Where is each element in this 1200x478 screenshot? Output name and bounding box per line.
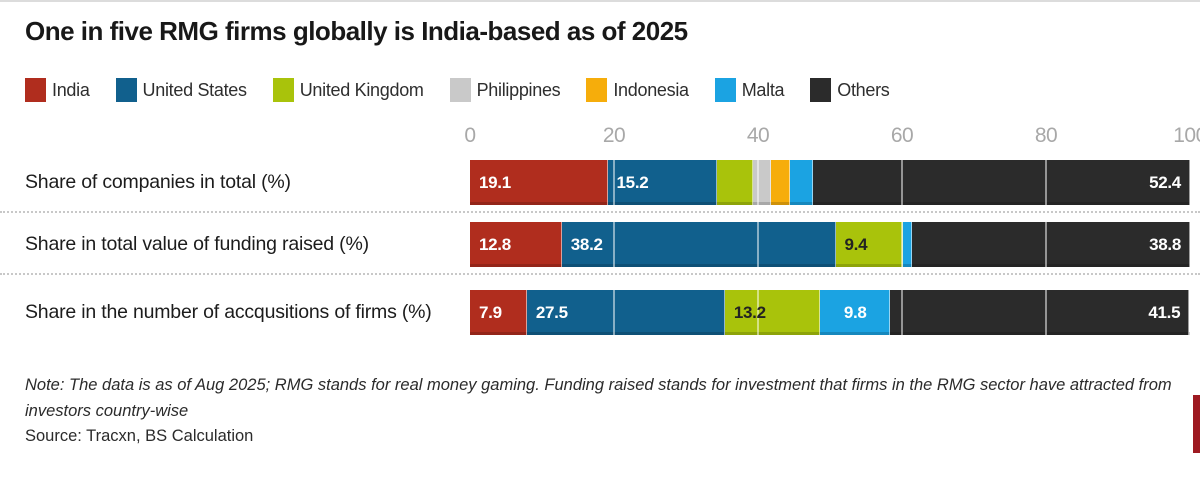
legend-label: Philippines <box>476 79 561 100</box>
legend-item: Philippines <box>449 78 561 102</box>
gridline <box>757 160 759 205</box>
legend-swatch-icon <box>714 78 736 102</box>
segment-value-label: 19.1 <box>479 172 511 192</box>
x-axis-tick: 40 <box>746 124 770 147</box>
gridline <box>901 160 903 205</box>
x-axis: 0 20 40 60 80 100 <box>464 124 1200 150</box>
bar-segment-others: 38.8 <box>911 222 1190 267</box>
gridline <box>757 222 759 267</box>
row-separator <box>0 273 1200 275</box>
segment-value-label: 15.2 <box>616 172 649 192</box>
bar-segment-united-kingdom: 9.4 <box>835 222 903 267</box>
bar-segment-malta: 9.8 <box>819 290 891 335</box>
source-text: Source: Tracxn, BS Calculation <box>25 427 254 445</box>
bar-row: 19.1 15.2 52.4 <box>470 160 1190 205</box>
bar-segment-others: 52.4 <box>812 160 1190 205</box>
row-separator <box>0 211 1200 213</box>
legend-item: United States <box>115 78 247 102</box>
bar-segment-others: 41.5 <box>890 290 1190 335</box>
chart-title: One in five RMG firms globally is India-… <box>25 16 688 46</box>
gridline <box>757 290 759 335</box>
legend-swatch-icon <box>586 78 608 102</box>
bar-segment-philippines <box>752 160 771 205</box>
legend-item: Malta <box>714 78 785 102</box>
bar-segment-united-states: 27.5 <box>526 290 725 335</box>
legend-item: Others <box>810 78 890 102</box>
legend-swatch-icon <box>449 78 471 102</box>
legend-label: Malta <box>741 79 785 100</box>
bar-segment-india: 12.8 <box>470 222 562 267</box>
legend: India United States United Kingdom Philippi… <box>25 78 890 102</box>
legend-label: Others <box>837 79 890 100</box>
x-axis-tick: 80 <box>1034 124 1058 147</box>
row-label: Share of companies in total (%) <box>25 170 291 193</box>
bar-row: 12.8 38.2 9.4 38.8 <box>470 222 1190 267</box>
footnote: Note: The data is as of Aug 2025; RMG st… <box>25 376 1172 420</box>
segment-value-label: 9.8 <box>843 302 867 322</box>
legend-item: India <box>25 78 90 102</box>
row-label: Share in the number of accqusitions of f… <box>25 300 432 323</box>
gridline <box>613 290 615 335</box>
bar-segment-india: 7.9 <box>470 290 527 335</box>
segment-value-label: 41.5 <box>1148 302 1181 322</box>
legend-swatch-icon <box>25 78 46 102</box>
bar-segment-malta <box>790 160 813 205</box>
legend-label: United States <box>142 79 247 100</box>
bar-segment-united-states: 38.2 <box>561 222 836 267</box>
bar-row: 7.9 27.5 13.2 9.8 41.5 <box>470 290 1190 335</box>
x-axis-tick: 100 <box>1173 124 1200 147</box>
segment-value-label: 27.5 <box>535 302 568 322</box>
legend-item: United Kingdom <box>272 78 424 102</box>
bar-segment-united-states: 15.2 <box>607 160 717 205</box>
segment-value-label: 12.8 <box>479 234 511 254</box>
gridline <box>1045 160 1047 205</box>
legend-swatch-icon <box>810 78 832 102</box>
legend-swatch-icon <box>272 78 294 102</box>
segment-value-label: 52.4 <box>1149 172 1181 192</box>
gridline <box>901 222 903 267</box>
legend-label: India <box>52 79 90 100</box>
gridline <box>1045 290 1047 335</box>
bar-segment-united-kingdom: 13.2 <box>724 290 820 335</box>
gridline <box>901 290 903 335</box>
segment-value-label: 38.8 <box>1149 234 1181 254</box>
x-axis-tick: 0 <box>464 124 476 147</box>
legend-label: Indonesia <box>613 79 689 100</box>
row-label: Share in total value of funding raised (… <box>25 232 369 255</box>
gridline <box>613 160 615 205</box>
gridline <box>1045 222 1047 267</box>
legend-item: Indonesia <box>586 78 689 102</box>
segment-value-label: 9.4 <box>844 234 868 254</box>
scrollbar-thumb[interactable] <box>1193 395 1200 453</box>
segment-value-label: 38.2 <box>570 234 603 254</box>
x-axis-tick: 60 <box>890 124 914 147</box>
segment-value-label: 7.9 <box>479 302 502 322</box>
bar-segment-united-kingdom <box>716 160 753 205</box>
bar-segment-malta <box>902 222 912 267</box>
bar-segment-india: 19.1 <box>470 160 608 205</box>
bar-segment-indonesia <box>770 160 791 205</box>
legend-swatch-icon <box>115 78 137 102</box>
segment-value-label: 13.2 <box>733 302 766 322</box>
legend-label: United Kingdom <box>299 79 424 100</box>
gridline <box>613 222 615 267</box>
x-axis-tick: 20 <box>602 124 626 147</box>
